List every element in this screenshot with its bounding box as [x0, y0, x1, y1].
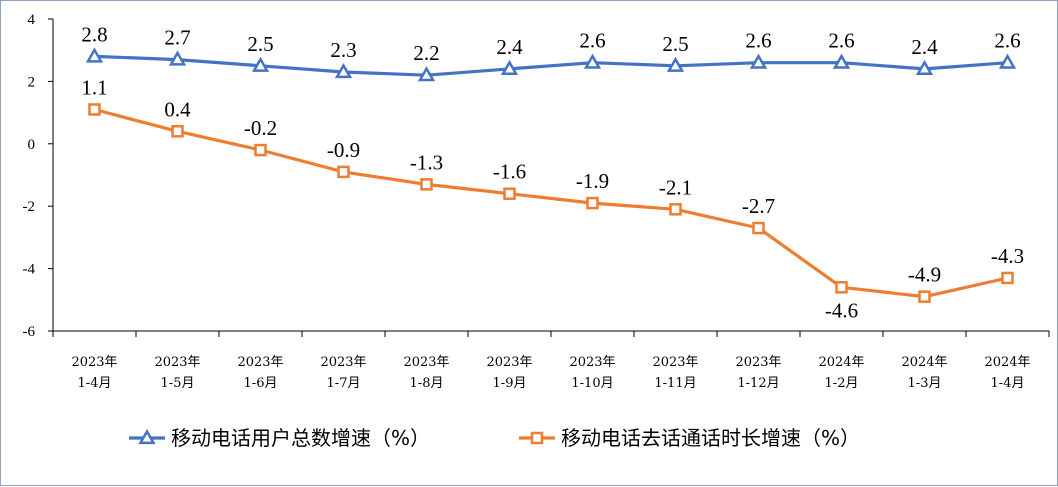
- series-2-point: [337, 165, 350, 179]
- data-label: -0.2: [244, 116, 277, 140]
- data-label: 2.7: [164, 26, 190, 50]
- series-1-point: [85, 47, 104, 63]
- series-1-point: [666, 56, 685, 72]
- y-tick-label: -2: [23, 199, 36, 215]
- series-line-2: [94, 107, 1008, 299]
- x-category-label: 2023年: [320, 355, 366, 370]
- data-label: -1.9: [576, 169, 609, 193]
- series-2-point: [171, 125, 184, 138]
- data-label: 2.5: [662, 32, 688, 56]
- data-label: -2.7: [742, 194, 775, 218]
- series-1-point: [500, 59, 519, 76]
- x-category-label: 2024年: [901, 355, 947, 370]
- data-label: 0.4: [164, 97, 191, 121]
- y-tick-label: 2: [28, 74, 36, 90]
- x-category-label: 1-7月: [327, 376, 361, 391]
- x-category-label: 1-5月: [161, 376, 195, 391]
- series-1-point: [583, 53, 602, 69]
- x-category-label: 2023年: [569, 355, 615, 370]
- series-1-point: [417, 66, 436, 82]
- series-2-point: [918, 290, 931, 303]
- legend-square-marker: [530, 431, 544, 445]
- x-category-label: 1-6月: [244, 376, 278, 391]
- data-label: 2.6: [828, 29, 854, 53]
- data-label: 2.2: [413, 41, 439, 65]
- series-1-point: [168, 50, 187, 66]
- data-label: -1.6: [493, 160, 526, 184]
- data-label: -4.3: [991, 244, 1024, 268]
- y-tick-label: -6: [23, 324, 36, 340]
- x-category-label: 1-10月: [571, 376, 613, 391]
- data-label: 2.8: [81, 22, 107, 46]
- x-category-label: 2024年: [818, 355, 864, 370]
- y-tick-label: 0: [28, 137, 36, 153]
- series-2-point: [503, 187, 516, 200]
- x-category-label: 2023年: [71, 355, 117, 370]
- series-2-point: [1001, 271, 1014, 285]
- x-category-label: 2023年: [735, 355, 781, 370]
- x-category-label: 2023年: [652, 355, 698, 370]
- series-line-1: [94, 54, 1008, 77]
- y-tick-label: -4: [23, 262, 36, 278]
- x-category-label: 1-11月: [654, 376, 696, 391]
- x-category-label: 1-4月: [78, 376, 112, 391]
- data-label: 2.4: [496, 35, 523, 59]
- x-category-label: 1-12月: [737, 376, 779, 391]
- series-1-point: [998, 53, 1017, 69]
- data-label: -4.9: [908, 263, 941, 287]
- series-1-point: [915, 59, 934, 76]
- data-label: 2.6: [994, 29, 1020, 53]
- data-label: 2.3: [330, 38, 356, 62]
- series-2-point: [254, 143, 267, 157]
- data-label: 2.6: [745, 29, 771, 53]
- x-category-label: 1-3月: [908, 376, 942, 391]
- x-category-label: 1-8月: [410, 376, 444, 391]
- legend-triangle-marker: [138, 428, 156, 445]
- x-category-label: 2023年: [403, 355, 449, 370]
- x-category-label: 1-4月: [991, 376, 1025, 391]
- series-2-point: [752, 221, 765, 235]
- data-label: -1.3: [410, 150, 443, 174]
- x-category-label: 2024年: [984, 355, 1030, 370]
- series-1-point: [749, 53, 768, 69]
- series-2-point: [586, 196, 599, 210]
- series-1-point: [251, 56, 270, 72]
- x-category-label: 1-9月: [493, 376, 527, 391]
- series-2-point: [420, 178, 433, 191]
- series-1-point: [832, 53, 851, 69]
- series-1-point: [334, 63, 353, 79]
- legend-label-1: 移动电话用户总数增速（%）: [171, 426, 430, 450]
- series-2-point: [835, 281, 848, 294]
- data-label: -0.9: [327, 138, 360, 162]
- x-category-label: 1-2月: [825, 376, 859, 391]
- x-category-label: 2023年: [486, 355, 532, 370]
- series-2-point: [88, 103, 101, 116]
- legend-label-2: 移动电话去话通话时长增速（%）: [561, 426, 860, 450]
- data-label: 2.4: [911, 35, 938, 59]
- x-category-label: 2023年: [237, 355, 283, 370]
- data-label: 2.6: [579, 29, 605, 53]
- series-2-point: [669, 203, 682, 216]
- data-label: 1.1: [81, 75, 107, 99]
- x-category-label: 2023年: [154, 355, 200, 370]
- data-label: 2.5: [247, 32, 273, 56]
- y-tick-label: 4: [28, 12, 36, 28]
- data-label: -2.1: [659, 175, 692, 199]
- data-label: -4.6: [825, 298, 858, 322]
